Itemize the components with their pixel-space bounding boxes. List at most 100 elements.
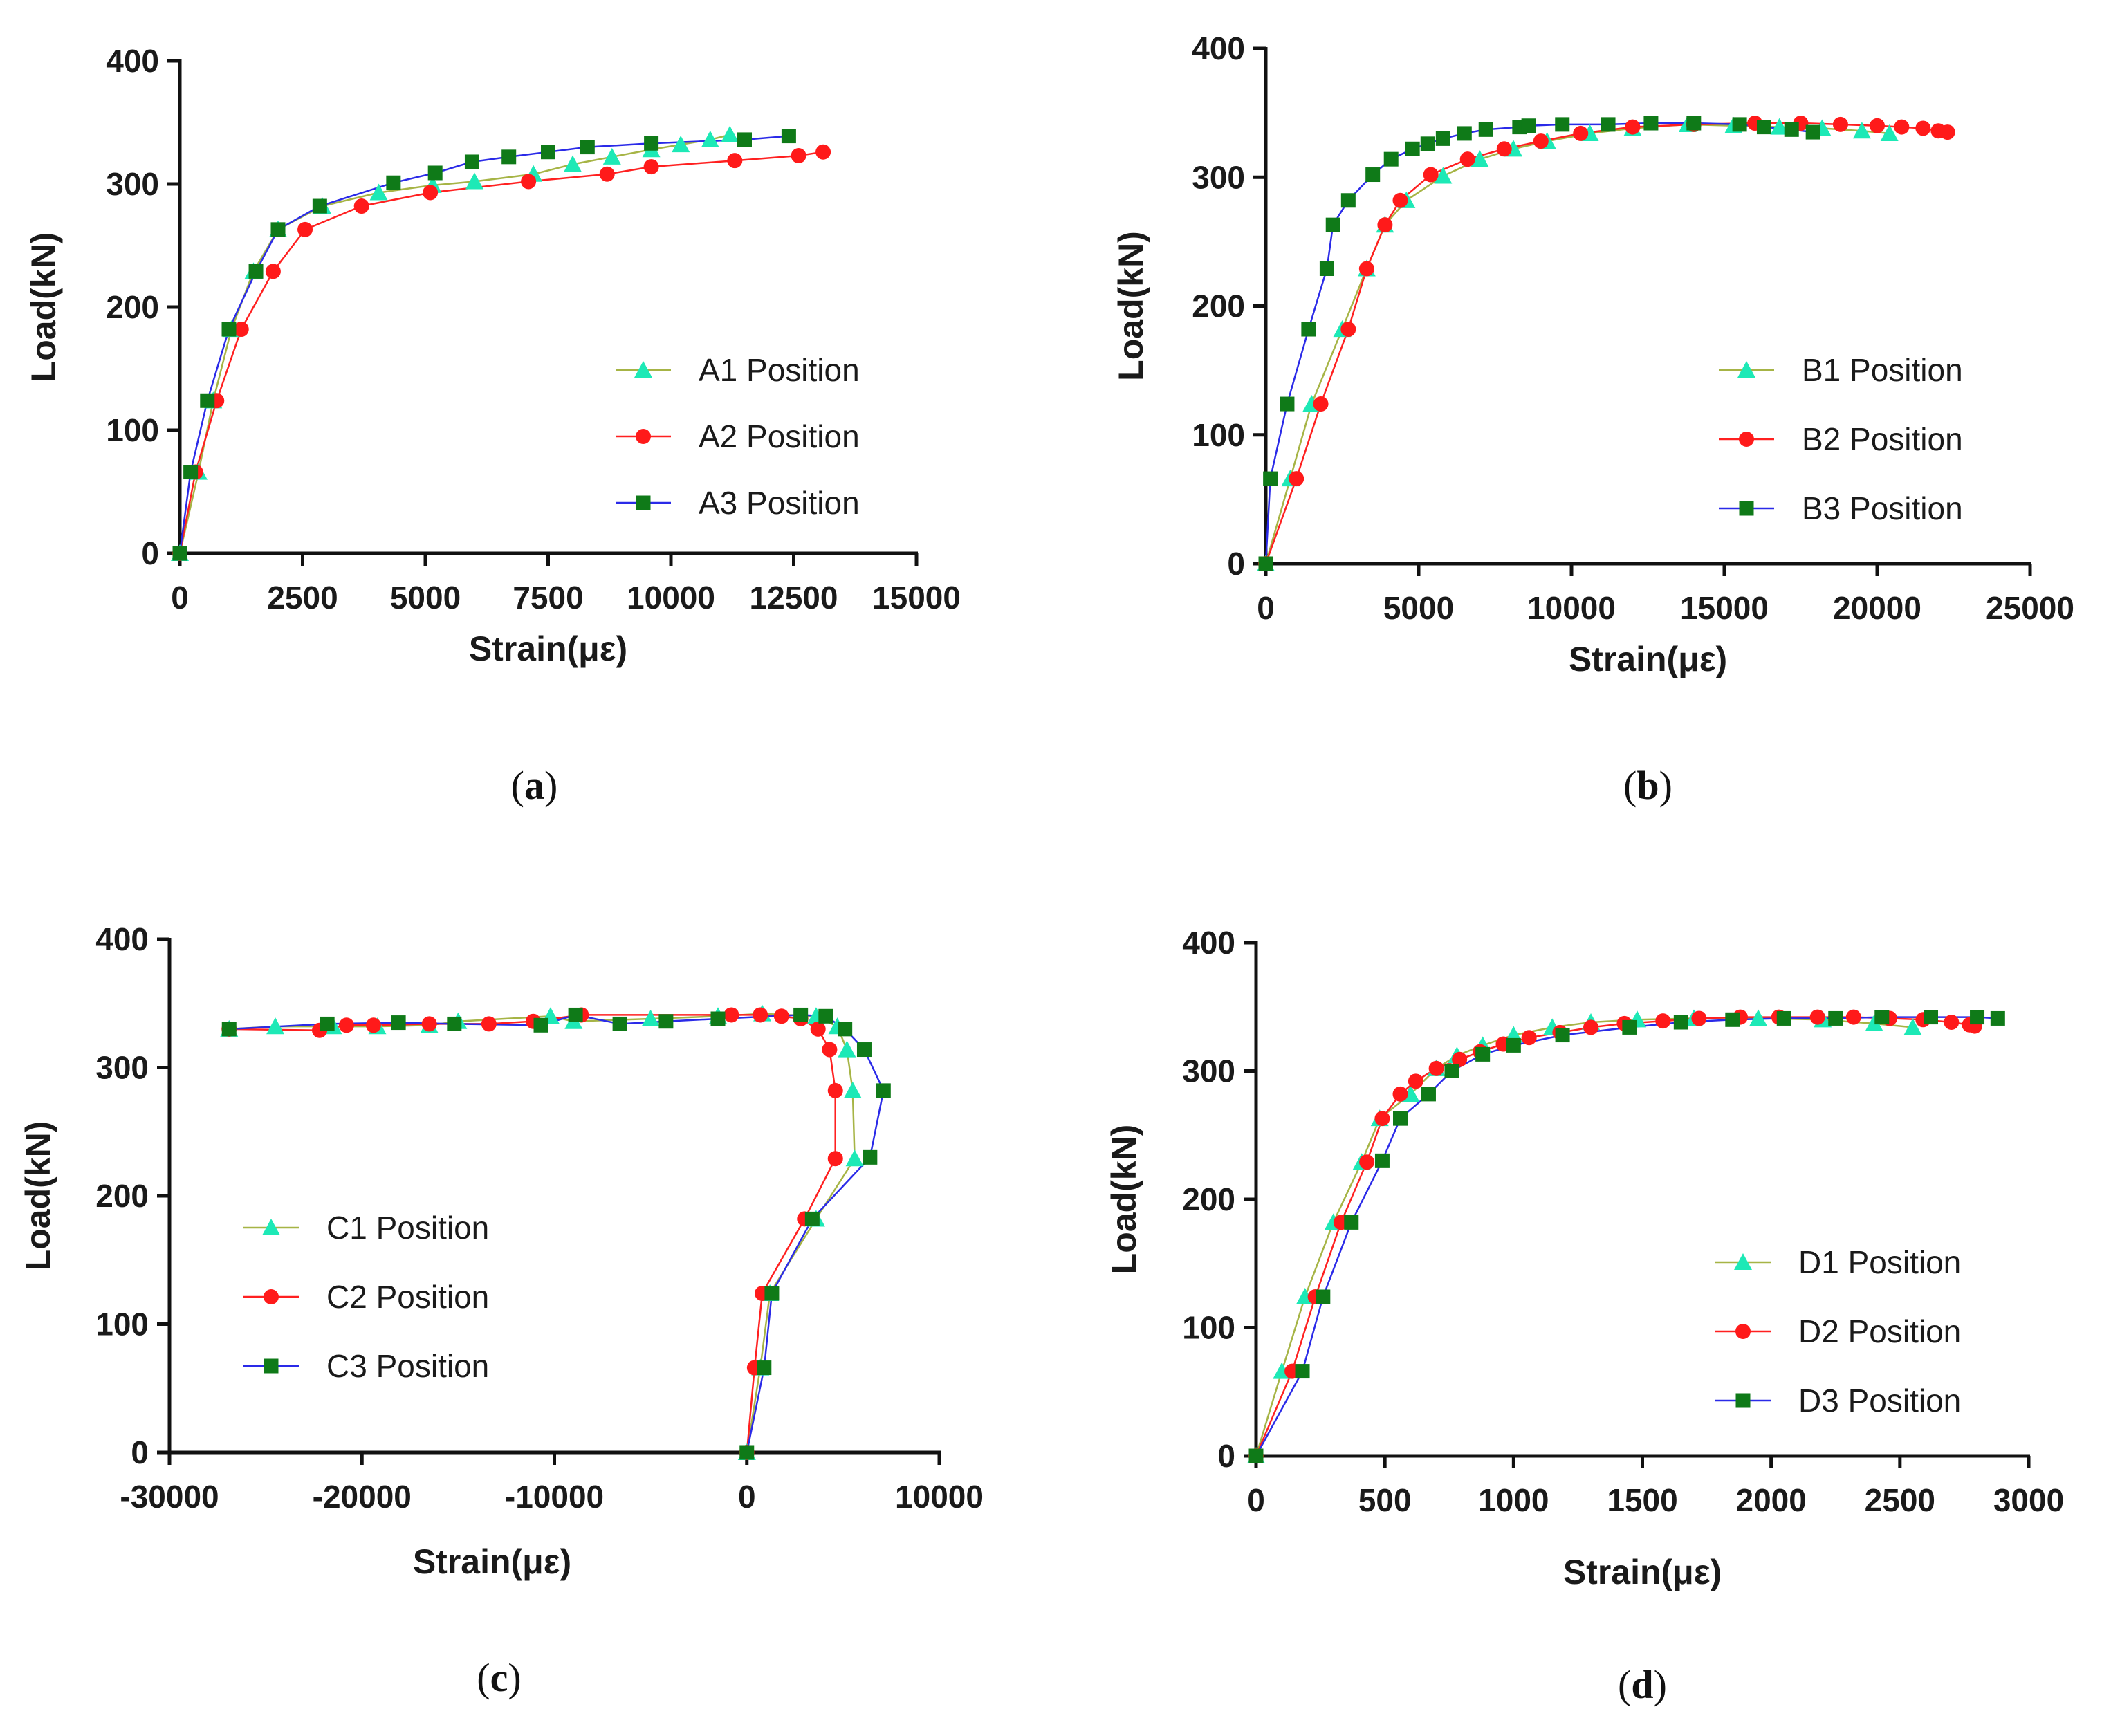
chart-panel-a: 0 100 200 300 400 0 2500 5000 7500 10000 12500 1500… [24, 43, 961, 808]
data-point-series-1 [369, 183, 388, 201]
data-point-series-3 [863, 1149, 878, 1165]
x-tick-label: 25000 [1986, 590, 2074, 626]
data-point-series-2 [1313, 396, 1329, 412]
y-tick-label: 200 [106, 289, 159, 325]
legend-label-3: A3 Position [699, 485, 860, 521]
data-point-series-2 [1845, 1009, 1861, 1025]
data-point-series-3 [644, 136, 659, 151]
data-point-series-2 [827, 1151, 843, 1167]
data-point-series-3 [1805, 124, 1820, 140]
data-point-series-3 [1478, 122, 1493, 137]
data-point-series-1 [641, 1010, 660, 1027]
data-point-series-2 [791, 148, 806, 164]
data-point-series-2 [1459, 151, 1475, 167]
data-point-series-2 [481, 1016, 497, 1032]
series-line-2 [229, 1014, 836, 1453]
data-point-series-3 [1405, 141, 1420, 156]
data-point-series-3 [1374, 1153, 1390, 1168]
data-point-series-3 [248, 264, 264, 279]
x-tick-label: 0 [738, 1479, 756, 1515]
legend-marker [262, 1219, 280, 1236]
y-tick-label: 100 [106, 412, 159, 448]
x-tick-label: 0 [1247, 1482, 1265, 1518]
data-point-series-3 [533, 1017, 548, 1033]
data-point-series-3 [1643, 116, 1659, 131]
data-point-series-2 [1289, 471, 1304, 487]
x-tick-label: 5000 [390, 580, 461, 616]
x-axis-title: Strain(με) [469, 629, 627, 668]
y-tick-label: 100 [1182, 1310, 1235, 1346]
data-point-series-3 [757, 1360, 772, 1376]
data-point-series-3 [1444, 1064, 1459, 1078]
data-point-series-2 [1915, 120, 1931, 136]
data-point-series-1 [1770, 118, 1789, 135]
data-point-series-3 [221, 322, 237, 337]
data-point-series-2 [1832, 116, 1848, 132]
data-point-series-3 [1990, 1010, 2005, 1026]
x-tick-label: 12500 [750, 580, 838, 616]
data-point-series-2 [1496, 141, 1512, 157]
x-tick-label: 0 [1257, 590, 1275, 626]
data-point-series-2 [353, 198, 369, 214]
data-point-series-1 [1471, 150, 1489, 167]
data-point-series-1 [721, 125, 739, 142]
x-tick-label: 0 [171, 580, 189, 616]
data-point-series-3 [1325, 217, 1340, 232]
data-point-series-1 [602, 147, 621, 165]
legend-label-2: A2 Position [699, 418, 860, 454]
data-point-series-3 [391, 1015, 406, 1031]
data-point-series-2 [1625, 119, 1641, 135]
legend-marker [1739, 432, 1754, 447]
data-point-series-2 [1691, 1010, 1707, 1026]
data-point-series-3 [1365, 167, 1381, 183]
data-point-series-3 [1393, 1111, 1408, 1126]
data-point-series-3 [1924, 1010, 1939, 1025]
y-tick-label: 400 [106, 43, 159, 79]
data-point-series-3 [200, 393, 215, 408]
x-axis-title: Strain(με) [413, 1542, 571, 1581]
data-point-series-3 [838, 1022, 853, 1037]
data-point-series-2 [643, 159, 659, 175]
data-point-series-2 [1392, 1086, 1408, 1102]
data-point-series-2 [1359, 1154, 1375, 1170]
data-point-series-3 [1263, 471, 1278, 486]
y-tick-label: 100 [1192, 417, 1245, 453]
legend-marker [1737, 361, 1755, 378]
x-tick-label: 10000 [1527, 590, 1616, 626]
data-point-series-1 [564, 155, 582, 172]
x-axis-title: Strain(με) [1569, 640, 1727, 678]
panel-label: (b) [1623, 763, 1672, 808]
data-point-series-3 [320, 1016, 335, 1031]
data-point-series-3 [856, 1042, 872, 1058]
legend-label-3: D3 Position [1798, 1383, 1961, 1419]
x-axis-title: Strain(με) [1563, 1553, 1722, 1591]
data-point-series-3 [1784, 122, 1799, 137]
legend-marker [636, 495, 651, 510]
y-tick-label: 200 [1182, 1181, 1235, 1217]
legend-marker [264, 1289, 279, 1304]
panel-label: (c) [477, 1655, 521, 1700]
y-axis-title: Load(kN) [1105, 1125, 1143, 1275]
y-tick-label: 200 [1192, 288, 1245, 324]
data-point-series-3 [1420, 136, 1435, 151]
data-point-series-2 [1894, 119, 1910, 135]
data-point-series-1 [672, 136, 690, 153]
legend-marker [1739, 501, 1754, 516]
data-point-series-3 [1622, 1019, 1637, 1035]
data-point-series-2 [1428, 1060, 1444, 1076]
chart-panel-c: 0 100 200 300 400 -30000 -20000 -10000 0 10000 Str… [19, 921, 984, 1700]
data-point-series-3 [1601, 117, 1616, 132]
data-point-series-2 [521, 174, 537, 190]
y-tick-label: 200 [95, 1178, 149, 1214]
x-tick-label: -30000 [120, 1479, 219, 1515]
data-point-series-3 [580, 140, 595, 155]
y-tick-label: 0 [131, 1434, 149, 1470]
data-point-series-3 [1725, 1012, 1740, 1027]
x-tick-label: 3000 [1993, 1482, 2064, 1518]
y-axis-title: Load(kN) [1112, 231, 1150, 381]
data-point-series-3 [1421, 1087, 1436, 1102]
data-point-series-1 [701, 130, 719, 147]
data-point-series-3 [1555, 1028, 1570, 1043]
data-point-series-3 [1970, 1010, 1985, 1025]
